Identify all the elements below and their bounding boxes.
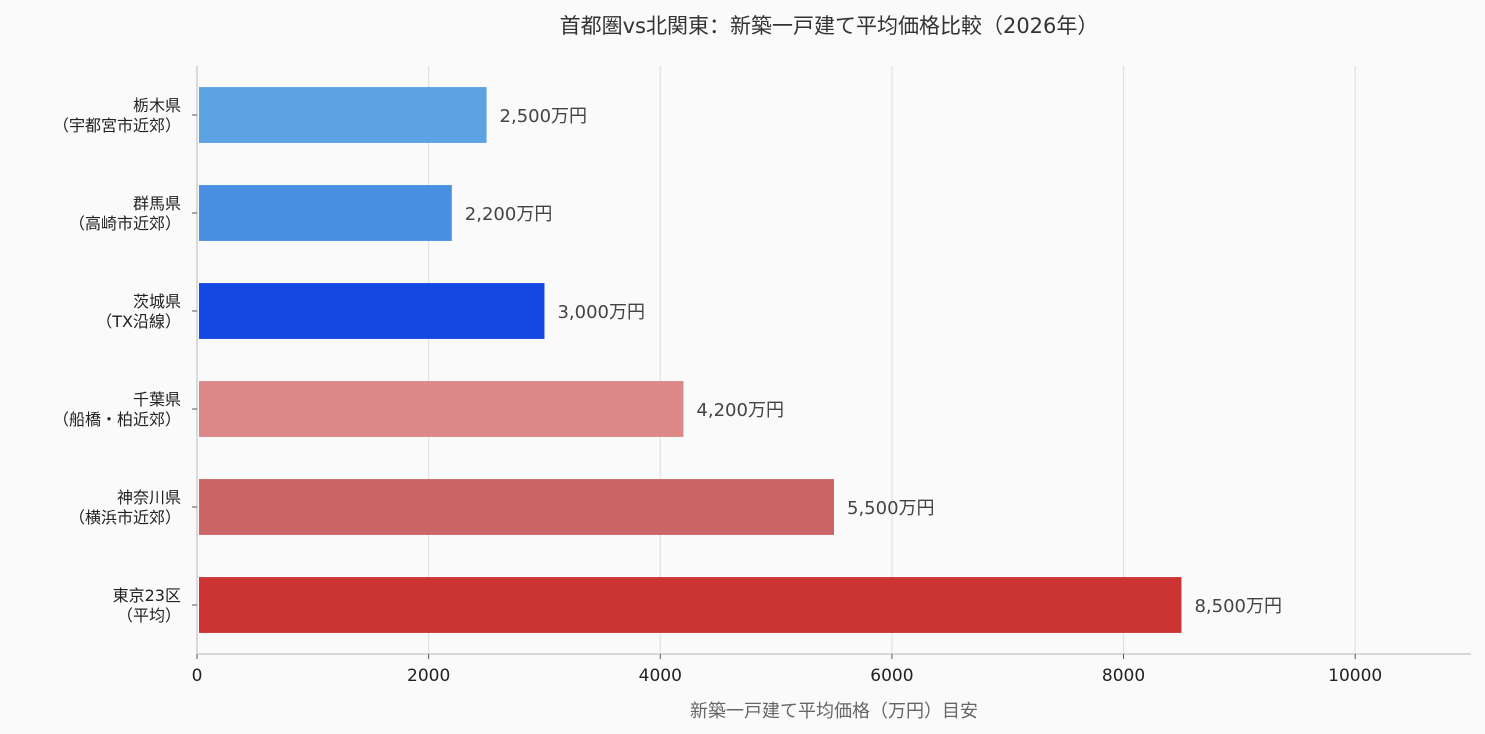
data-label: 2,500万円 (500, 106, 588, 127)
y-tick-label: （平均） (117, 606, 181, 625)
bar (199, 87, 487, 143)
y-tick-label: （船橋・柏近郊） (53, 410, 181, 429)
y-tick-label: 茨城県 (133, 292, 181, 311)
bars (199, 87, 1182, 633)
y-tick-label: 千葉県 (133, 390, 181, 409)
data-label: 2,200万円 (465, 204, 553, 225)
grid-lines (428, 66, 1356, 654)
bar (199, 381, 684, 437)
x-tick-label: 10000 (1328, 666, 1382, 686)
y-tick-label: 群馬県 (133, 194, 181, 213)
y-tick-label: 栃木県 (133, 96, 181, 115)
data-label: 5,500万円 (847, 498, 935, 519)
x-tick-label: 0 (192, 666, 203, 686)
data-label: 8,500万円 (1194, 596, 1282, 617)
bar (199, 283, 545, 339)
y-tick-label: （TX沿線） (96, 312, 181, 331)
chart-title: 首都圏vs北関東：新築一戸建て平均価格比較（2026年） (560, 14, 1099, 38)
bar (199, 479, 834, 535)
data-label: 4,200万円 (696, 400, 784, 421)
x-tick-label: 2000 (407, 666, 450, 686)
labels: 0 2000 4000 6000 8000 10000 栃木県（宇都宮市近郊） 2,500万円… (53, 96, 1382, 686)
axes (192, 66, 1471, 659)
x-tick-label: 4000 (639, 666, 682, 686)
x-tick-label: 6000 (870, 666, 913, 686)
bar (199, 185, 452, 241)
y-tick-label: （宇都宮市近郊） (53, 116, 181, 135)
y-tick-label: （横浜市近郊） (69, 508, 181, 527)
y-tick-label: 東京23区 (113, 586, 181, 605)
x-tick-label: 8000 (1102, 666, 1145, 686)
x-axis-title: 新築一戸建て平均価格（万円）目安 (690, 701, 978, 722)
y-tick-label: （高崎市近郊） (69, 214, 181, 233)
data-label: 3,000万円 (557, 302, 645, 323)
bar (199, 577, 1182, 633)
y-tick-label: 神奈川県 (117, 488, 181, 507)
